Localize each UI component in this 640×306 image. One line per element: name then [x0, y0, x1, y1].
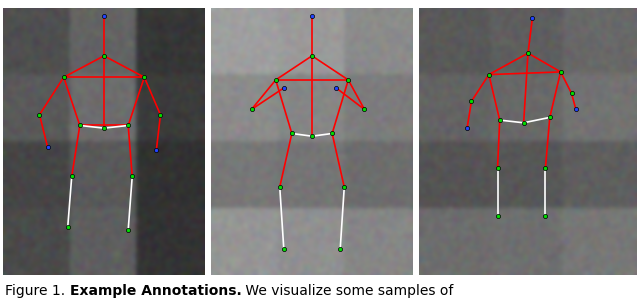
Text: We visualize some samples of: We visualize some samples of — [241, 284, 454, 298]
Text: Figure 1.: Figure 1. — [5, 284, 70, 298]
Text: Example Annotations.: Example Annotations. — [70, 284, 241, 298]
